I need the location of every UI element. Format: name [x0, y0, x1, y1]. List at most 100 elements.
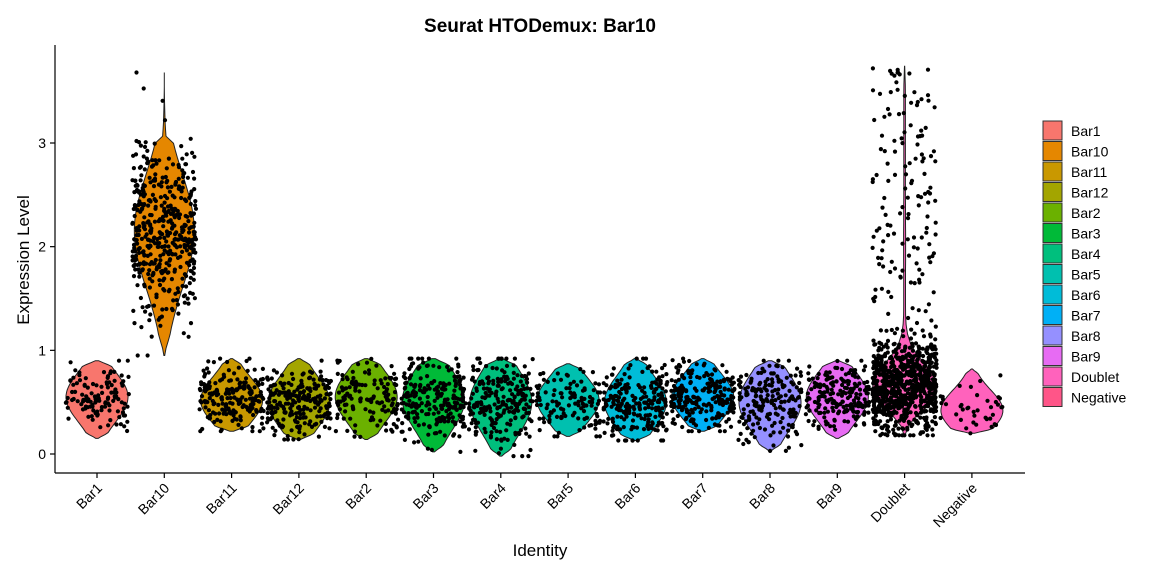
data-point	[928, 185, 933, 190]
data-point	[806, 418, 811, 424]
data-point	[122, 413, 128, 418]
data-point	[179, 225, 185, 230]
data-point	[154, 292, 159, 297]
data-point	[107, 408, 112, 413]
x-tick-label: Bar8	[746, 480, 778, 512]
data-point	[770, 389, 775, 394]
data-point	[901, 334, 906, 339]
data-point	[187, 252, 192, 257]
data-point	[452, 394, 457, 399]
data-point	[814, 408, 819, 413]
data-point	[787, 410, 792, 416]
data-point	[534, 398, 539, 403]
data-point	[499, 438, 504, 443]
data-point	[281, 406, 287, 411]
data-point	[151, 303, 157, 308]
data-point	[871, 338, 876, 343]
data-point	[154, 267, 159, 272]
data-point	[840, 399, 845, 404]
data-point	[751, 428, 756, 433]
data-point	[322, 396, 327, 401]
data-point	[169, 184, 174, 189]
data-point	[142, 284, 147, 289]
data-point	[692, 395, 697, 400]
data-point	[619, 401, 624, 406]
data-point	[494, 429, 499, 434]
data-point	[720, 402, 726, 408]
data-point	[662, 362, 667, 368]
data-point	[512, 395, 517, 400]
data-point	[807, 364, 812, 369]
data-point	[312, 381, 317, 386]
data-point	[929, 318, 934, 323]
data-point	[456, 364, 461, 369]
data-point	[375, 386, 380, 391]
data-point	[244, 358, 249, 364]
legend-swatch	[1042, 366, 1063, 387]
data-point	[292, 389, 297, 394]
data-point	[513, 415, 518, 420]
data-point	[193, 206, 199, 211]
data-point	[73, 389, 78, 394]
data-point	[340, 373, 345, 378]
data-point	[604, 375, 609, 380]
data-point	[166, 156, 171, 161]
data-point	[881, 264, 886, 269]
data-point	[909, 100, 914, 105]
data-point	[289, 382, 294, 387]
data-point	[120, 383, 125, 388]
data-point	[379, 400, 385, 405]
data-point	[301, 389, 307, 394]
data-point	[83, 376, 88, 381]
data-point	[924, 230, 929, 235]
data-point	[903, 346, 908, 351]
data-point	[836, 392, 841, 397]
data-point	[871, 296, 876, 301]
data-point	[256, 382, 261, 387]
data-point	[891, 390, 896, 395]
data-point	[640, 388, 645, 393]
data-point	[900, 426, 905, 431]
data-point	[218, 378, 223, 383]
x-axis-ticks: Bar1 Bar10 Bar11 Bar12 Bar2 Bar3 Bar4 Bar5 Bar6 B…	[73, 473, 980, 530]
data-point	[968, 431, 973, 436]
data-point	[90, 381, 96, 387]
data-point	[472, 403, 477, 408]
data-point	[134, 226, 139, 231]
data-point	[877, 340, 882, 345]
data-point	[518, 379, 523, 384]
data-point	[633, 396, 638, 401]
data-point	[602, 390, 607, 395]
data-point	[581, 409, 587, 414]
data-point	[357, 389, 362, 394]
data-point	[66, 416, 71, 421]
data-point	[426, 411, 431, 417]
legend-item: Bar12	[1042, 182, 1109, 202]
data-point	[886, 397, 891, 403]
data-point	[140, 268, 145, 273]
data-point	[105, 374, 111, 379]
data-point	[884, 388, 890, 394]
data-point	[133, 249, 138, 254]
data-point	[862, 412, 867, 417]
data-point	[258, 377, 264, 382]
data-point	[139, 236, 144, 241]
data-point	[243, 376, 249, 381]
data-point	[853, 423, 858, 428]
data-point	[145, 353, 150, 358]
data-point	[434, 431, 439, 436]
data-point	[783, 448, 789, 453]
data-point	[358, 434, 363, 439]
data-point	[399, 396, 404, 401]
data-point	[269, 376, 274, 381]
data-point	[853, 371, 858, 376]
data-point	[535, 391, 541, 396]
data-point	[137, 274, 142, 279]
data-point	[907, 71, 912, 76]
data-point	[623, 438, 628, 443]
data-point	[530, 392, 535, 397]
data-point	[784, 375, 789, 380]
data-point	[460, 414, 466, 419]
data-point	[926, 424, 931, 429]
data-point	[153, 172, 158, 177]
